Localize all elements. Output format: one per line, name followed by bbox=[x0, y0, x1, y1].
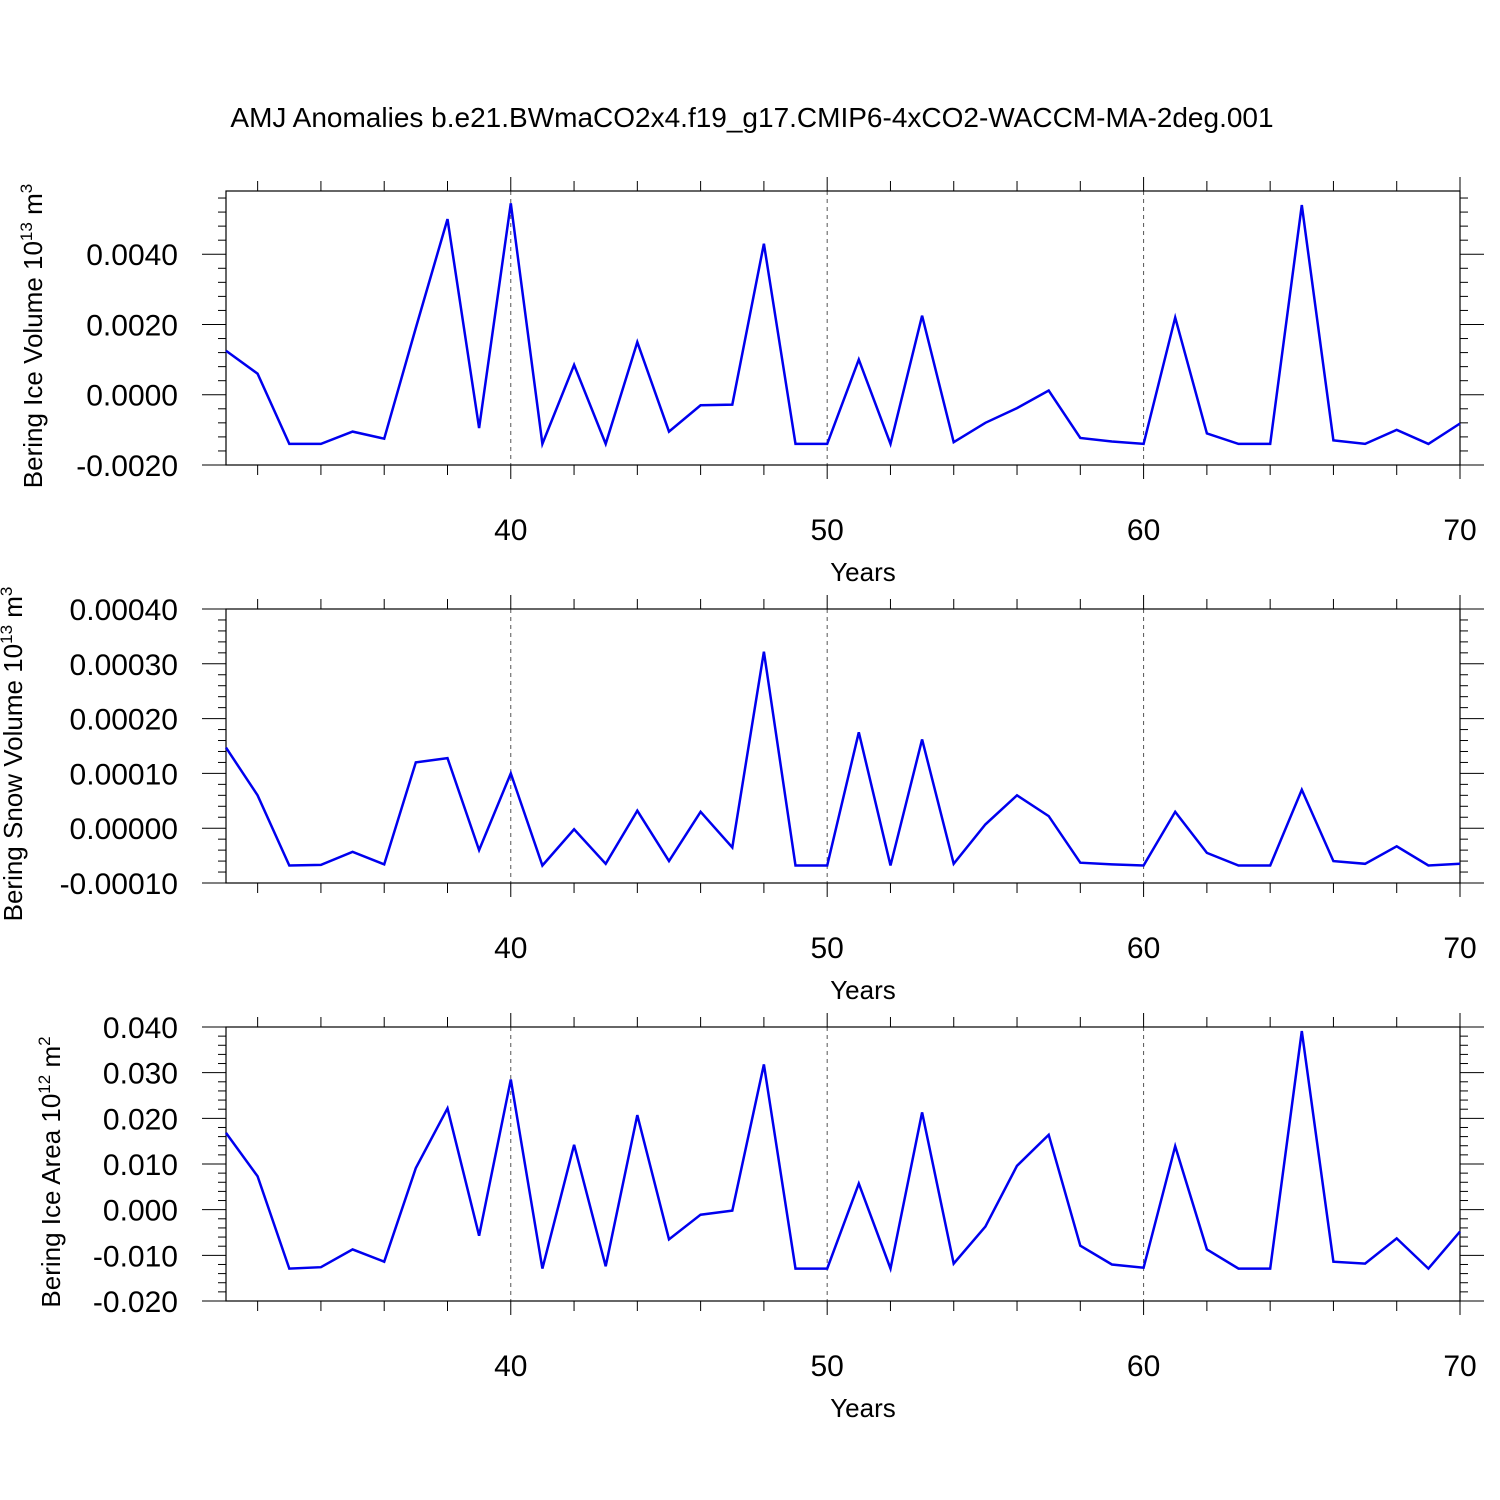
x-tick-label: 70 bbox=[1443, 1350, 1476, 1383]
x-tick-label: 60 bbox=[1127, 932, 1160, 965]
x-tick-label: 70 bbox=[1443, 514, 1476, 547]
y-tick-label: 0.020 bbox=[103, 1103, 178, 1136]
y-axis-label-unit-exp: 2 bbox=[35, 1036, 54, 1045]
y-axis-label-main: Bering Snow Volume 10 bbox=[0, 644, 28, 922]
plot-frame bbox=[225, 190, 1461, 466]
y-tick-label: 0.010 bbox=[103, 1149, 178, 1182]
y-axis-label: Bering Snow Volume 1013 m3 bbox=[0, 587, 28, 922]
y-axis-label-unit: m bbox=[18, 193, 48, 222]
y-tick-label: -0.020 bbox=[93, 1286, 178, 1319]
y-tick-label: 0.030 bbox=[103, 1058, 178, 1091]
chart-panel-3: 40 50 60 70 -0.020 -0.010 0.000 0.010 0.020 0.030… bbox=[35, 1012, 1484, 1423]
y-tick-label: -0.00010 bbox=[60, 868, 178, 901]
y-axis-label-main: Bering Ice Volume 10 bbox=[18, 241, 48, 488]
plot-frame bbox=[225, 608, 1461, 884]
plot-frame bbox=[225, 1026, 1461, 1302]
x-tick-label: 40 bbox=[494, 1350, 527, 1383]
y-tick-label: 0.00020 bbox=[70, 704, 178, 737]
y-axis-label: Bering Ice Volume 1013 m3 bbox=[17, 184, 48, 488]
x-tick-label: 40 bbox=[494, 932, 527, 965]
x-tick-label: 50 bbox=[810, 514, 843, 547]
x-tick-label: 40 bbox=[494, 514, 527, 547]
y-tick-label: 0.040 bbox=[103, 1012, 178, 1045]
y-tick-label: 0.00010 bbox=[70, 758, 178, 791]
y-axis-label-unit: m bbox=[36, 1046, 66, 1075]
y-axis-label-exp: 13 bbox=[17, 222, 36, 241]
x-tick-label: 50 bbox=[810, 1350, 843, 1383]
y-axis-label-main: Bering Ice Area 10 bbox=[36, 1094, 66, 1308]
x-tick-label: 60 bbox=[1127, 1350, 1160, 1383]
chart-title: AMJ Anomalies b.e21.BWmaCO2x4.f19_g17.CM… bbox=[230, 102, 1273, 133]
x-tick-label: 70 bbox=[1443, 932, 1476, 965]
x-tick-label: 60 bbox=[1127, 514, 1160, 547]
y-tick-label: 0.000 bbox=[103, 1195, 178, 1228]
y-axis-label-exp: 12 bbox=[35, 1075, 54, 1094]
y-axis-label-exp: 13 bbox=[0, 625, 16, 644]
x-tick-label: 50 bbox=[810, 932, 843, 965]
y-tick-label: -0.010 bbox=[93, 1240, 178, 1273]
y-axis-label-unit-exp: 3 bbox=[17, 184, 36, 193]
x-axis-label: Years bbox=[830, 1393, 896, 1423]
series-line bbox=[224, 651, 1461, 868]
y-tick-label: 0.0020 bbox=[86, 309, 178, 342]
y-tick-label: 0.00030 bbox=[70, 649, 178, 682]
y-tick-label: 0.0000 bbox=[86, 380, 178, 413]
y-axis-label-unit-exp: 3 bbox=[0, 587, 16, 596]
x-axis-label: Years bbox=[830, 557, 896, 587]
series-line bbox=[224, 1030, 1461, 1274]
y-tick-label: 0.00040 bbox=[70, 594, 178, 627]
y-axis-label: Bering Ice Area 1012 m2 bbox=[35, 1036, 66, 1307]
series-line bbox=[225, 203, 1461, 449]
x-axis-label: Years bbox=[830, 975, 896, 1005]
y-tick-label: 0.00000 bbox=[70, 813, 178, 846]
y-tick-label: -0.0020 bbox=[76, 450, 178, 483]
y-tick-label: 0.0040 bbox=[86, 239, 178, 272]
chart-panel-1: 40 50 60 70 -0.0020 0.0000 0.0020 0.0040 Years Be… bbox=[17, 177, 1484, 587]
chart-panel-2: 40 50 60 70 -0.00010 0.00000 0.00010 0.00020 0.0… bbox=[0, 587, 1484, 1005]
y-axis-label-unit: m bbox=[0, 596, 28, 625]
